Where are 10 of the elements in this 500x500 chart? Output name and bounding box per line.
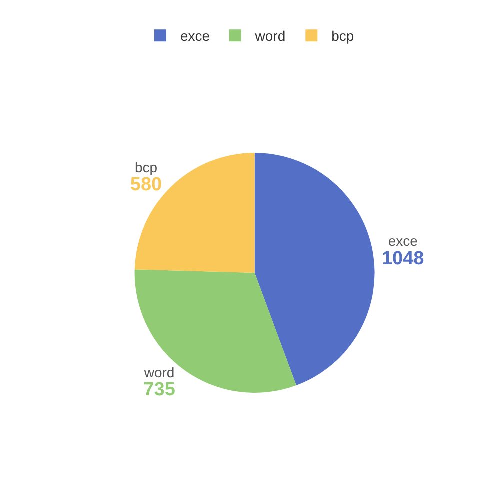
legend-label: word <box>254 28 286 44</box>
data-label: 580 <box>130 174 162 196</box>
legend-label: exce <box>180 28 210 44</box>
data-label: 735 <box>144 380 176 401</box>
slice-label: word <box>143 364 175 380</box>
legend-label: bcp <box>332 28 354 44</box>
slice-label: exce <box>388 233 418 250</box>
data-label: 1048 <box>382 248 424 270</box>
slice-label: bcp <box>134 160 158 176</box>
pie-slice <box>254 153 375 386</box>
